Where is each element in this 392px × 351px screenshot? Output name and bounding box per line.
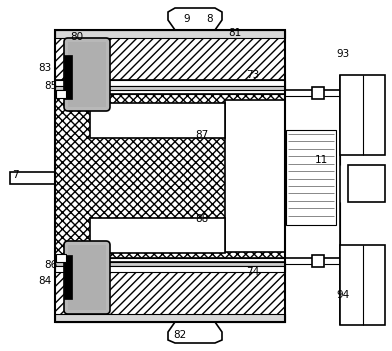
Text: 83: 83 — [38, 64, 52, 73]
Bar — [55, 80, 285, 86]
Bar — [56, 254, 66, 262]
Bar — [55, 272, 285, 322]
Bar — [55, 30, 285, 80]
Text: 11: 11 — [315, 155, 328, 165]
FancyBboxPatch shape — [64, 241, 110, 314]
Bar — [64, 55, 72, 99]
Bar — [312, 87, 324, 99]
Text: 74: 74 — [246, 267, 260, 277]
Bar — [55, 314, 285, 322]
Bar — [55, 94, 285, 258]
Bar — [56, 90, 66, 98]
Bar — [348, 165, 385, 202]
Text: 8: 8 — [207, 14, 213, 24]
Bar — [68, 42, 106, 107]
Bar — [64, 255, 72, 299]
Text: 7: 7 — [13, 171, 19, 180]
Bar — [90, 103, 225, 138]
Text: 85: 85 — [44, 81, 58, 91]
Polygon shape — [168, 322, 222, 343]
Bar — [340, 75, 385, 155]
Text: 88: 88 — [195, 214, 209, 224]
Bar — [10, 172, 55, 184]
Text: 84: 84 — [38, 276, 52, 286]
Bar — [340, 245, 385, 325]
Bar — [286, 130, 336, 225]
Bar — [55, 30, 285, 38]
Text: 73: 73 — [246, 71, 260, 80]
Bar — [68, 245, 106, 310]
Bar — [90, 218, 225, 253]
Polygon shape — [168, 8, 222, 30]
Bar — [55, 266, 285, 272]
Bar — [55, 86, 285, 90]
Text: 86: 86 — [44, 260, 58, 270]
FancyBboxPatch shape — [64, 38, 110, 111]
Text: 93: 93 — [336, 49, 350, 59]
Bar — [312, 255, 324, 267]
Text: 87: 87 — [195, 130, 209, 140]
Text: 94: 94 — [336, 290, 350, 300]
Text: 81: 81 — [229, 28, 242, 38]
Bar — [55, 30, 285, 322]
Bar — [225, 100, 285, 252]
Text: 80: 80 — [70, 32, 83, 42]
Bar — [55, 262, 285, 266]
Text: 82: 82 — [174, 330, 187, 340]
Text: 9: 9 — [183, 14, 189, 24]
